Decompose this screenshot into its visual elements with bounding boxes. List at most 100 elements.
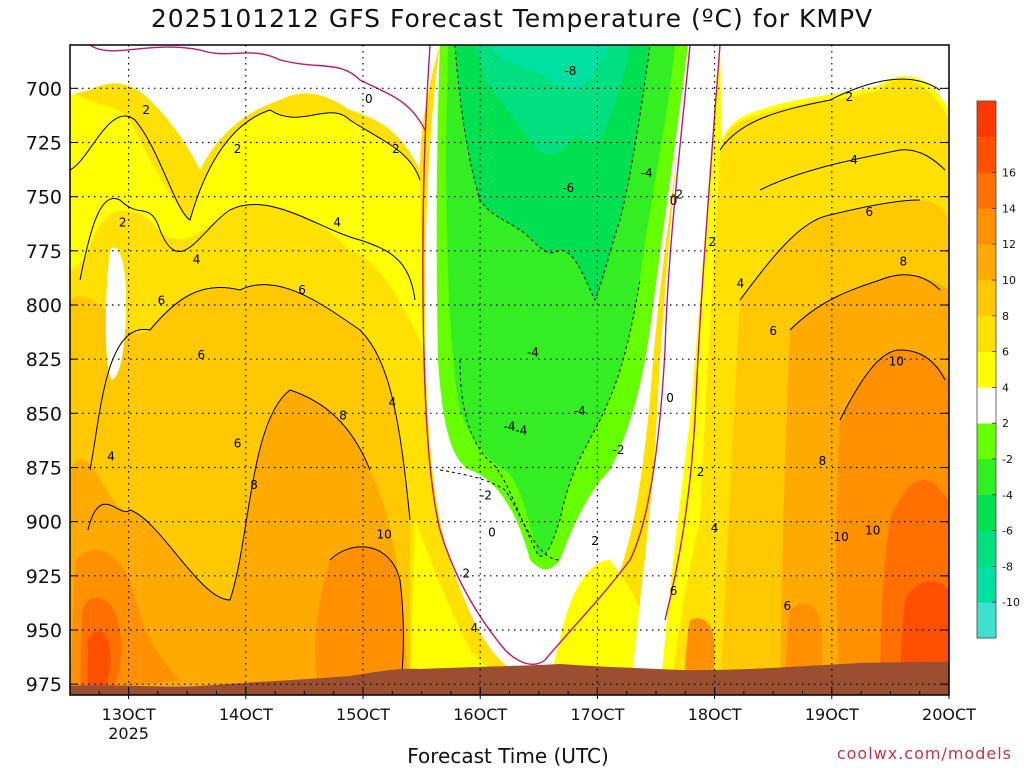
colorbar-label: 8 [1002,310,1009,323]
colorbar-swatch [977,459,996,496]
y-tick-label: 725 [26,133,62,155]
colorbar-label: -4 [1002,489,1013,502]
contour-line [87,389,371,601]
band-16c-left [88,631,111,695]
contour-label: -2 [613,443,625,457]
contour-label: 4 [388,396,396,410]
colorbar-label: -2 [1002,453,1013,466]
contour-label: -4 [504,419,516,433]
colorbar-swatch [977,530,996,567]
band-white-top-right [720,45,949,140]
band-yellow-central-low [410,520,520,695]
credit-link[interactable]: coolwx.com/models [836,744,1012,763]
y-tick-label: 875 [26,458,62,480]
x-tick-label: 17OCT [570,705,624,724]
colorbar-frame [976,100,997,639]
contour-label: -4 [527,346,539,360]
x-tick-sublabel: 2025 [108,724,149,743]
contour-label: 4 [471,621,479,635]
contour-label: 4 [711,521,719,535]
contour-label: 8 [250,478,258,492]
contour-label: 0 [365,92,373,106]
contour-label: 4 [107,450,115,464]
x-tick-label: 14OCT [219,705,273,724]
colorbar-label: -10 [1002,596,1020,609]
contour-label: 0 [670,194,678,208]
band-minus10-central [490,45,610,90]
temperature-field [70,45,949,695]
y-tick-label: 975 [26,674,62,696]
terrain [70,662,949,695]
contour-label: 4 [193,253,201,267]
y-tick-label: 700 [26,78,62,100]
y-tick-label: 850 [26,403,62,425]
colorbar-label: 6 [1002,346,1009,359]
contour-label: 0 [666,391,674,405]
colorbar-swatch [977,136,996,173]
grid-lines [70,45,949,695]
colorbar-swatch [977,351,996,388]
x-axis-label: Forecast Time (UTC) [407,744,609,768]
y-tick-label: 750 [26,187,62,209]
colorbar-swatch [977,101,996,138]
contour-label: 8 [339,409,347,423]
colorbar-swatch [977,315,996,352]
x-tick-label: 19OCT [805,705,859,724]
contour-label: 6 [783,599,791,613]
colorbar-swatch [977,602,996,639]
contour-label: 2 [708,235,716,249]
band-white-upper-left [70,45,440,170]
contour-label: 8 [819,454,827,468]
zero-isotherm [664,45,721,621]
contour-line-dashed [454,45,651,302]
y-tick-label: 800 [26,295,62,317]
x-tick-label: 18OCT [688,705,742,724]
colorbar-label: 14 [1002,202,1016,215]
contour-label: 6 [158,294,166,308]
contour-label: 2 [119,216,127,230]
colorbar-swatch [977,244,996,281]
y-tick-label: 925 [26,566,62,588]
colorbar-swatch [977,208,996,245]
contour-label: 10 [376,528,391,542]
colorbar-swatch [977,566,996,603]
contour-label: 4 [737,276,745,290]
contour-label: 10 [865,523,880,537]
contour-label: 4 [333,216,341,230]
colorbar-swatch [977,387,996,424]
colorbar-swatch [977,280,996,317]
chart-title: 2025101212 GFS Forecast Temperature (ºC)… [150,4,874,33]
contour-label: 6 [234,437,242,451]
contour-label: 6 [865,205,873,219]
colorbar-label: 2 [1002,417,1009,430]
contour-line [329,546,404,695]
contour-line [89,284,411,521]
contour-line-dashed [439,469,561,561]
y-tick-label: 900 [26,512,62,534]
y-tick-label: 825 [26,349,62,371]
colorbar-swatch [977,172,996,209]
y-tick-label: 775 [26,241,62,263]
colorbar-swatch [977,423,996,460]
contour-label: 2 [142,103,150,117]
contour-label: -8 [564,64,576,78]
contour-label: 6 [670,584,678,598]
contour-label: 8 [899,255,907,269]
contour-line [759,149,946,191]
contour-line [79,197,416,301]
contour-label: -2 [671,188,683,202]
band-white-slot [105,247,126,380]
contour-label: 10 [889,354,904,368]
zero-isotherm [89,45,426,131]
contour-line [719,78,941,151]
contour-line [739,199,921,301]
contour-label: -4 [641,166,653,180]
contour-label: 0 [488,526,496,540]
contour-line-dashed [459,279,641,557]
contour-label: 2 [846,90,854,104]
band-yellow-central-low2 [545,560,655,695]
contour-label: -4 [574,404,586,418]
